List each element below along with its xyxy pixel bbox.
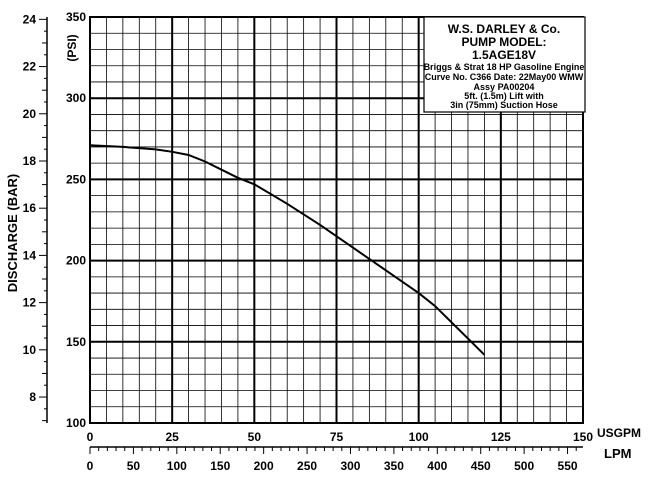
lpm-tick-label: 50 — [127, 459, 141, 473]
bar-tick-label: 24 — [23, 12, 37, 26]
info-line-1: Briggs & Strat 18 HP Gasoline Engine — [424, 62, 585, 72]
lpm-tick-label: 200 — [254, 459, 274, 473]
bar-tick-label: 12 — [23, 296, 37, 310]
bar-tick-label: 8 — [29, 390, 36, 404]
psi-tick-label: 300 — [66, 91, 86, 105]
lpm-tick-label: 550 — [558, 459, 578, 473]
bar-tick-label: 10 — [23, 343, 37, 357]
performance-curve-line — [89, 144, 486, 356]
lpm-tick-label: 450 — [471, 459, 491, 473]
lpm-axis-label: LPM — [604, 446, 631, 461]
psi-tick-labels: 100 150 200 250 300 350 — [66, 10, 86, 430]
psi-tick-label: 150 — [66, 335, 86, 349]
usgpm-tick-label: 150 — [573, 430, 593, 444]
usgpm-tick-label: 0 — [87, 430, 94, 444]
psi-tick-label: 350 — [66, 10, 86, 24]
lpm-tick-label: 100 — [167, 459, 187, 473]
lpm-tick-label: 500 — [514, 459, 534, 473]
lpm-tick-label: 0 — [87, 459, 94, 473]
info-line-3: Assy PA00204 — [474, 82, 535, 92]
usgpm-tick-label: 25 — [165, 430, 179, 444]
usgpm-tick-label: 100 — [409, 430, 429, 444]
usgpm-tick-labels: 0 25 50 75 100 125 150 — [87, 430, 594, 444]
bar-tick-labels: 8 10 12 14 16 18 20 22 24 — [23, 12, 48, 423]
info-line-2: Curve No. C366 Date: 22May00 WMW — [425, 72, 584, 82]
bar-tick-label: 14 — [23, 248, 37, 262]
info-box: W.S. DARLEY & Co. PUMP MODEL: 1.5AGE18V … — [423, 16, 586, 113]
info-title-line-1: W.S. DARLEY & Co. — [448, 22, 560, 36]
lpm-tick-label: 400 — [427, 459, 447, 473]
psi-tick-label: 100 — [66, 416, 86, 430]
lpm-tick-label: 300 — [340, 459, 360, 473]
info-line-5: 3in (75mm) Suction Hose — [450, 100, 558, 110]
psi-axis-label: (PSI) — [65, 34, 79, 61]
usgpm-axis-label: USGPM — [597, 426, 641, 440]
usgpm-tick-label: 50 — [248, 430, 262, 444]
bar-tick-label: 22 — [23, 60, 37, 74]
info-title-line-3: 1.5AGE18V — [472, 48, 536, 62]
info-title-line-2: PUMP MODEL: — [461, 35, 546, 49]
info-line-4: 5ft. (1.5m) Lift with — [464, 91, 544, 101]
lpm-tick-label: 150 — [210, 459, 230, 473]
plot-frame — [89, 16, 584, 424]
usgpm-tick-label: 125 — [491, 430, 511, 444]
discharge-bar-axis-label: DISCHARGE (BAR) — [5, 174, 20, 292]
lpm-tick-label: 250 — [297, 459, 317, 473]
usgpm-tick-label: 75 — [330, 430, 344, 444]
lpm-tick-label: 350 — [384, 459, 404, 473]
lpm-axis: 0 50 100 150 200 250 300 350 400 450 500 550 — [87, 446, 583, 473]
psi-tick-label: 250 — [66, 172, 86, 186]
bar-tick-label: 18 — [23, 154, 37, 168]
bar-tick-label: 16 — [23, 201, 37, 215]
bar-tick-label: 20 — [23, 107, 37, 121]
psi-tick-label: 200 — [66, 254, 86, 268]
